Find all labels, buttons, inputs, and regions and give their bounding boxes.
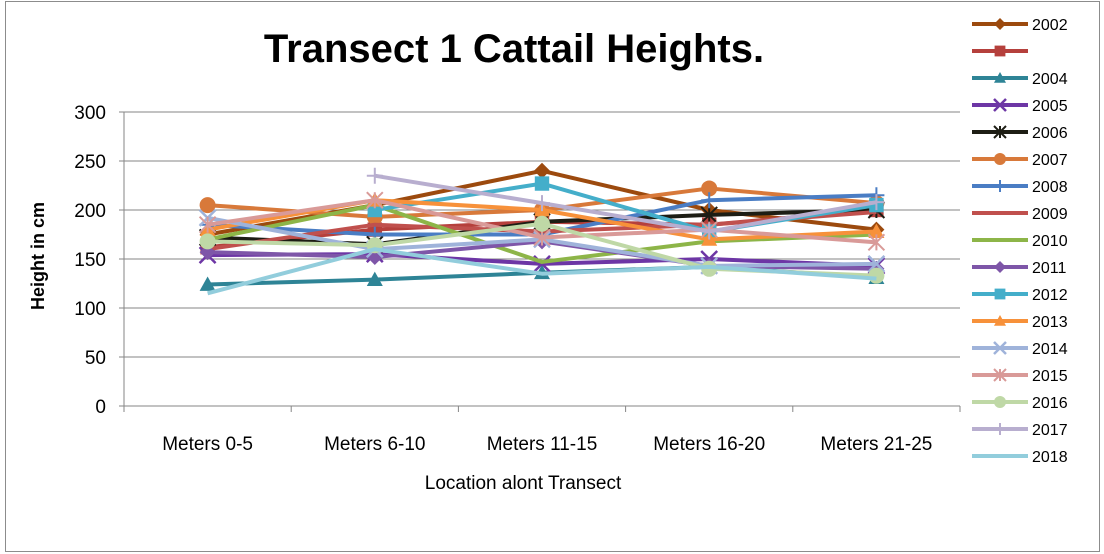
series-layer xyxy=(198,162,886,296)
data-point xyxy=(868,194,885,211)
legend-label: 2005 xyxy=(1032,98,1068,115)
legend-item: 2015 xyxy=(972,368,1068,385)
data-point xyxy=(994,45,1006,57)
legend-label: 2009 xyxy=(1032,206,1068,223)
y-tick-labels: 0 50 100 150 200 250 300 xyxy=(74,103,106,418)
legend-item: 2005 xyxy=(972,98,1068,115)
legend-item: 2008 xyxy=(972,179,1068,196)
chart-svg: 0 50 100 150 200 250 300 Meters 0-5 Meters 6-10… xyxy=(28,17,1068,494)
data-point xyxy=(701,223,718,240)
y-tick-label: 0 xyxy=(95,397,106,418)
chart-title: Transect 1 Cattail Heights. xyxy=(264,27,764,71)
legend-item: 2011 xyxy=(972,260,1067,277)
legend-label: 2017 xyxy=(1032,422,1068,439)
legend-item: 2013 xyxy=(972,314,1068,331)
data-point xyxy=(994,261,1006,273)
data-point xyxy=(994,153,1006,165)
data-point xyxy=(366,167,383,184)
data-point xyxy=(701,192,718,209)
x-tick-labels: Meters 0-5 Meters 6-10 Meters 11-15 Meters … xyxy=(162,434,932,455)
x-tick-label: Meters 0-5 xyxy=(162,434,253,455)
series-line xyxy=(207,203,877,264)
legend-label: 2002 xyxy=(1032,17,1068,34)
legend-item: 2007 xyxy=(972,152,1068,169)
data-point xyxy=(199,276,216,291)
data-point xyxy=(366,271,383,286)
y-tick-label: 50 xyxy=(85,348,106,369)
y-axis-label: Height in cm xyxy=(28,202,48,310)
legend-item: 2016 xyxy=(972,395,1068,412)
chart-frame: 0 50 100 150 200 250 300 Meters 0-5 Meters 6-10… xyxy=(5,1,1100,552)
y-tick-label: 100 xyxy=(74,299,106,320)
data-point xyxy=(700,206,718,224)
legend-item xyxy=(972,45,1028,57)
data-point xyxy=(993,341,1007,355)
legend-item: 2002 xyxy=(972,17,1068,34)
data-point xyxy=(701,180,718,197)
legend-label: 2006 xyxy=(1032,125,1068,142)
legend-item: 2014 xyxy=(972,341,1068,358)
legend-label: 2014 xyxy=(1032,341,1068,358)
y-tick-label: 150 xyxy=(74,250,106,271)
series-line xyxy=(374,173,877,234)
legend-label: 2010 xyxy=(1032,233,1068,250)
legend-label: 2008 xyxy=(1032,179,1068,196)
data-point xyxy=(994,288,1006,300)
data-point xyxy=(199,197,216,214)
data-point xyxy=(994,315,1006,326)
legend-item: 2017 xyxy=(972,422,1068,439)
data-point xyxy=(993,368,1007,382)
data-point xyxy=(534,162,550,179)
data-point xyxy=(534,215,550,232)
x-tick-label: Meters 6-10 xyxy=(324,434,425,455)
data-point xyxy=(198,215,217,234)
data-point xyxy=(994,180,1006,192)
legend-item: 2010 xyxy=(972,233,1068,250)
data-point xyxy=(994,423,1006,435)
data-point xyxy=(366,191,384,209)
legend-label: 2015 xyxy=(1032,368,1068,385)
legend-item: 2006 xyxy=(972,125,1068,142)
data-point xyxy=(868,223,885,238)
legend-label: 2011 xyxy=(1032,260,1067,277)
legend-item: 2018 xyxy=(972,449,1068,466)
y-tick-label: 250 xyxy=(74,152,106,173)
data-point xyxy=(993,125,1007,139)
data-point xyxy=(867,255,886,273)
legend-label: 2012 xyxy=(1032,287,1068,304)
legend: 2002 2004 2005 2006 2007 2008 2009 2010 2011 2012… xyxy=(972,17,1068,466)
legend-item: 2004 xyxy=(972,71,1068,88)
data-point xyxy=(534,195,550,212)
axes xyxy=(119,111,961,412)
data-point xyxy=(533,228,551,247)
legend-item: 2012 xyxy=(972,287,1068,304)
legend-item: 2009 xyxy=(972,206,1068,223)
x-tick-label: Meters 16-20 xyxy=(653,434,765,455)
data-point xyxy=(534,176,550,191)
series-2010 xyxy=(207,203,877,264)
series-2017 xyxy=(366,167,885,240)
data-point xyxy=(994,396,1006,408)
legend-label: 2004 xyxy=(1032,71,1068,88)
legend-label: 2016 xyxy=(1032,395,1068,412)
y-tick-label: 200 xyxy=(74,201,106,222)
data-point xyxy=(867,233,886,252)
x-axis-label: Location alont Transect xyxy=(425,473,622,494)
y-tick-label: 300 xyxy=(74,103,106,124)
data-point xyxy=(993,98,1007,112)
x-tick-label: Meters 11-15 xyxy=(487,434,598,455)
data-point xyxy=(199,233,216,250)
legend-label: 2013 xyxy=(1032,314,1068,331)
series-2018 xyxy=(207,247,877,296)
data-point xyxy=(994,18,1006,30)
legend-label: 2018 xyxy=(1032,449,1068,466)
legend-label: 2007 xyxy=(1032,152,1068,169)
x-tick-label: Meters 21-25 xyxy=(820,434,932,455)
data-point xyxy=(994,72,1006,83)
data-point xyxy=(868,267,885,284)
series-line xyxy=(207,247,877,296)
